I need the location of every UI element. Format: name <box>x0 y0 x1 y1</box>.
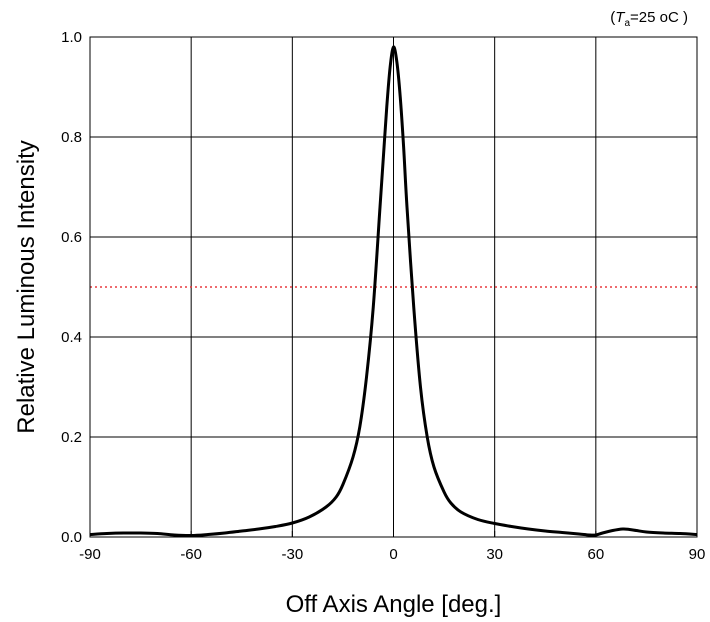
y-axis-title: Relative Luminous Intensity <box>13 140 40 433</box>
x-axis-title: Off Axis Angle [deg.] <box>286 591 502 618</box>
x-tick-label-4: 30 <box>486 546 503 563</box>
y-tick-label-3: 0.6 <box>61 229 82 246</box>
x-tick-label-1: -60 <box>180 546 202 563</box>
y-tick-label-4: 0.8 <box>61 129 82 146</box>
y-axis-ticks: 0.0 0.2 0.4 0.6 0.8 1.0 <box>61 29 96 546</box>
y-tick-label-5: 1.0 <box>61 29 82 46</box>
y-tick-label-0: 0.0 <box>61 529 82 546</box>
y-tick-label-1: 0.2 <box>61 429 82 446</box>
x-tick-label-3: 0 <box>389 546 397 563</box>
x-axis-ticks: -90 -60 -30 0 30 60 90 <box>79 531 705 563</box>
temperature-condition-label: (Ta=25 oC ) <box>610 9 688 29</box>
x-tick-label-0: -90 <box>79 546 101 563</box>
y-tick-label-2: 0.4 <box>61 329 82 346</box>
x-tick-label-5: 60 <box>587 546 604 563</box>
x-tick-label-6: 90 <box>689 546 706 563</box>
x-tick-label-2: -30 <box>281 546 303 563</box>
